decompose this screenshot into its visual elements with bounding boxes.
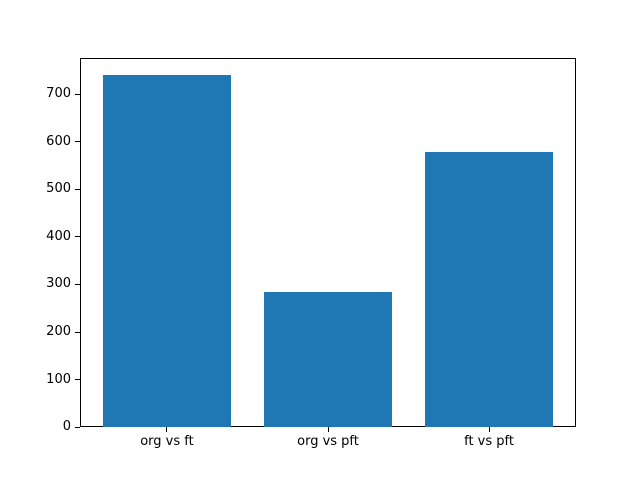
y-tick-mark [75, 379, 80, 381]
y-tick-mark [75, 188, 80, 190]
y-tick-label: 600 [46, 133, 71, 149]
y-tick-mark [75, 236, 80, 238]
y-tick-mark [75, 141, 80, 143]
bar-org-vs-pft [263, 292, 393, 428]
x-tick-mark [488, 427, 490, 433]
x-tick-mark [327, 427, 329, 433]
bar-org-vs-ft [102, 75, 232, 428]
x-tick-label: ft vs pft [464, 434, 514, 450]
y-tick-mark [75, 331, 80, 333]
y-tick-label: 300 [46, 276, 71, 292]
x-tick-label: org vs pft [297, 434, 359, 450]
y-tick-label: 400 [46, 228, 71, 244]
y-tick-label: 500 [46, 181, 71, 197]
y-tick-mark [75, 426, 80, 428]
x-tick-mark [166, 427, 168, 433]
y-tick-mark [75, 93, 80, 95]
y-tick-label: 100 [46, 371, 71, 387]
x-tick-label: org vs ft [140, 434, 194, 450]
y-tick-mark [75, 283, 80, 285]
y-tick-label: 0 [62, 419, 71, 435]
y-tick-label: 700 [46, 86, 71, 102]
y-tick-label: 200 [46, 324, 71, 340]
bar-ft-vs-pft [424, 151, 554, 428]
